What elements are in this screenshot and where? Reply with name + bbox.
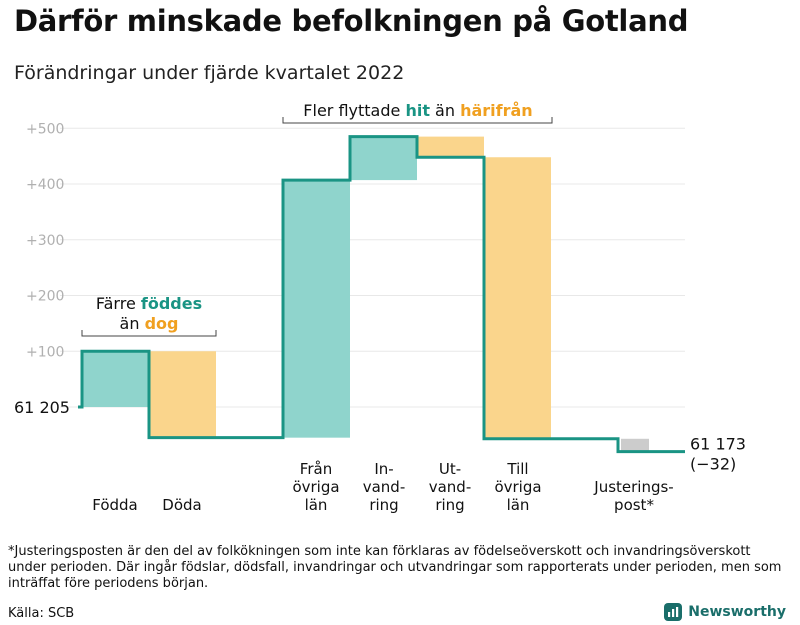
category-label: övriga: [292, 478, 339, 496]
waterfall-chart: +100 +200 +300 +400 +500 61 205 61 173(−32) Föd…: [14, 101, 746, 514]
category-label: län: [507, 496, 530, 514]
category-label: Från: [300, 460, 332, 478]
end-change-label: (−32): [690, 455, 736, 474]
annotation-births-line2: än dog: [120, 314, 179, 333]
category-label: övriga: [494, 478, 541, 496]
source: Källa: SCB: [8, 606, 75, 621]
chart-subtitle: Förändringar under fjärde kvartalet 2022: [14, 62, 405, 84]
category-label: län: [305, 496, 328, 514]
category-label: Justerings-: [593, 478, 673, 496]
bar: [484, 157, 551, 439]
end-value-label: 61 173: [690, 435, 746, 454]
annotation-births-bracket: [81, 330, 217, 337]
footnote: *Justeringsposten är den del av folkökni…: [8, 544, 782, 591]
annotation-migration: Fler flyttade hit än härifrån: [303, 101, 532, 120]
category-label: vand-: [429, 478, 472, 496]
category-label: ring: [369, 496, 398, 514]
brand-name: Newsworthy: [688, 604, 786, 620]
chart-title: Därför minskade befolkningen på Gotland: [14, 4, 689, 38]
newsworthy-logo-icon: [664, 603, 683, 621]
annotation-migration-bracket: [282, 117, 553, 124]
brand: Newsworthy: [664, 603, 786, 621]
cumulative-line: [78, 135, 685, 454]
category-label: In-: [374, 460, 393, 478]
annotation-births-line1: Färre föddes: [96, 294, 202, 313]
bar: [283, 180, 350, 438]
category-label: post*: [614, 496, 654, 514]
y-tick-label: +200: [26, 289, 64, 305]
bar: [149, 351, 216, 438]
bar: [350, 136, 417, 181]
category-label: Födda: [92, 496, 138, 514]
bar: [417, 136, 484, 158]
category-label: ring: [435, 496, 464, 514]
bar: [621, 438, 649, 452]
bar: [82, 351, 149, 407]
y-tick-label: +400: [26, 177, 64, 193]
y-tick-label: +500: [26, 121, 64, 137]
category-label: Ut-: [439, 460, 461, 478]
category-label: Till: [506, 460, 528, 478]
category-label: Döda: [162, 496, 201, 514]
category-label: vand-: [363, 478, 406, 496]
y-tick-label: +100: [26, 344, 64, 360]
start-value-label: 61 205: [14, 398, 70, 417]
y-tick-label: +300: [26, 233, 64, 249]
